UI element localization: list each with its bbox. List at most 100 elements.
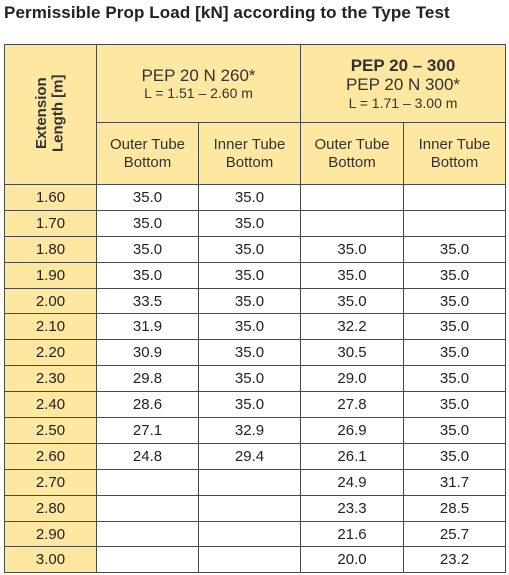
column-header: Outer Tube Bottom [300, 122, 404, 185]
load-value: 35.0 [198, 391, 301, 419]
load-value: 35.0 [198, 365, 301, 393]
group-header: PEP 20 N 260* L = 1.51 – 2.60 m [96, 44, 301, 123]
table-row: 2.80 23.3 28.5 [4, 494, 506, 522]
load-value [96, 546, 199, 574]
column-header-label: Outer Tube Bottom [109, 136, 186, 171]
table-row: 2.40 28.6 35.0 27.8 35.0 [4, 391, 506, 419]
column-header-label: Outer Tube Bottom [314, 136, 390, 171]
load-value: 35.0 [198, 287, 301, 315]
load-value [403, 184, 506, 211]
table-row: 2.30 29.8 35.0 29.0 35.0 [4, 365, 506, 393]
load-value: 28.6 [96, 391, 199, 419]
column-header: Inner Tube Bottom [198, 122, 301, 185]
load-value [96, 520, 199, 548]
load-value: 32.2 [300, 313, 404, 341]
load-value: 35.0 [96, 235, 199, 263]
load-value: 29.4 [198, 442, 301, 470]
load-value: 35.0 [96, 261, 199, 289]
column-header: Inner Tube Bottom [403, 122, 506, 185]
extension-length: 2.40 [4, 391, 97, 419]
load-value [300, 209, 404, 237]
group-name: PEP 20 N 260* [141, 65, 256, 85]
load-value: 20.0 [300, 546, 404, 574]
load-value: 35.0 [300, 235, 404, 263]
load-value: 26.1 [300, 442, 404, 470]
load-value [96, 468, 199, 496]
extension-length: 2.90 [4, 520, 97, 548]
load-value: 35.0 [300, 261, 404, 289]
load-value: 35.0 [198, 235, 301, 263]
table-row: 1.60 35.0 35.0 [4, 184, 506, 211]
load-value: 30.9 [96, 339, 199, 367]
extension-length: 2.70 [4, 468, 97, 496]
load-value: 35.0 [403, 417, 506, 444]
load-value: 35.0 [403, 339, 506, 367]
load-value: 35.0 [403, 261, 506, 289]
table-row: 3.00 20.0 23.2 [4, 546, 506, 574]
table-row: 2.20 30.9 35.0 30.5 35.0 [4, 339, 506, 367]
load-value: 29.8 [96, 365, 199, 393]
load-value: 27.8 [300, 391, 404, 419]
load-value [403, 209, 506, 237]
extension-length: 1.80 [4, 235, 97, 263]
load-value: 35.0 [198, 339, 301, 367]
table-row: 2.90 21.6 25.7 [4, 520, 506, 548]
load-value: 35.0 [96, 209, 199, 237]
load-value: 35.0 [198, 313, 301, 341]
load-value: 23.3 [300, 494, 404, 522]
extension-length: 2.10 [4, 313, 97, 341]
load-value: 27.1 [96, 417, 199, 444]
load-value: 31.7 [403, 468, 506, 496]
extension-length: 3.00 [4, 546, 97, 574]
table-row: 1.80 35.0 35.0 35.0 35.0 [4, 235, 506, 263]
load-value [96, 494, 199, 522]
load-value: 35.0 [300, 287, 404, 315]
load-value: 35.0 [403, 391, 506, 419]
group-header: PEP 20 – 300 PEP 20 N 300* L = 1.71 – 3.… [300, 44, 506, 123]
load-value [300, 184, 404, 211]
table-row: 2.10 31.9 35.0 32.2 35.0 [4, 313, 506, 341]
load-value: 30.5 [300, 339, 404, 367]
load-value: 35.0 [403, 442, 506, 470]
load-table: Extension Length [m] PEP 20 N 260* L = 1… [4, 44, 506, 574]
group-family: PEP 20 – 300 [350, 55, 456, 75]
extension-length: 1.90 [4, 261, 97, 289]
load-value: 31.9 [96, 313, 199, 341]
load-value [198, 494, 301, 522]
load-value: 21.6 [300, 520, 404, 548]
load-value: 35.0 [96, 184, 199, 211]
table-row: 1.70 35.0 35.0 [4, 209, 506, 237]
load-value: 25.7 [403, 520, 506, 548]
load-value: 33.5 [96, 287, 199, 315]
load-value: 24.9 [300, 468, 404, 496]
table-row: 2.60 24.8 29.4 26.1 35.0 [4, 442, 506, 470]
title: Permissible Prop Load [kN] according to … [4, 3, 450, 22]
load-value: 29.0 [300, 365, 404, 393]
extension-length: 2.20 [4, 339, 97, 367]
table-row: 2.00 33.5 35.0 35.0 35.0 [4, 287, 506, 315]
load-value: 23.2 [403, 546, 506, 574]
column-header: Outer Tube Bottom [96, 122, 199, 185]
load-value: 26.9 [300, 417, 404, 444]
load-value: 28.5 [403, 494, 506, 522]
column-header-label: Inner Tube Bottom [418, 136, 491, 171]
group-name: PEP 20 N 300* [345, 75, 461, 95]
load-value: 35.0 [403, 287, 506, 315]
row-header-label: Extension Length [m] [33, 73, 67, 152]
table-row: 1.90 35.0 35.0 35.0 35.0 [4, 261, 506, 289]
group-range: L = 1.51 – 2.60 m [144, 85, 253, 102]
row-header-cell: Extension Length [m] [4, 44, 97, 185]
extension-length: 1.70 [4, 209, 97, 237]
extension-length: 1.60 [4, 184, 97, 211]
load-value: 24.8 [96, 442, 199, 470]
load-value: 35.0 [198, 184, 301, 211]
load-value: 35.0 [403, 235, 506, 263]
extension-length: 2.50 [4, 417, 97, 444]
extension-length: 2.80 [4, 494, 97, 522]
extension-length: 2.30 [4, 365, 97, 393]
load-value: 35.0 [403, 365, 506, 393]
group-range: L = 1.71 – 3.00 m [348, 95, 458, 111]
table-row: 2.50 27.1 32.9 26.9 35.0 [4, 417, 506, 444]
load-value [198, 520, 301, 548]
